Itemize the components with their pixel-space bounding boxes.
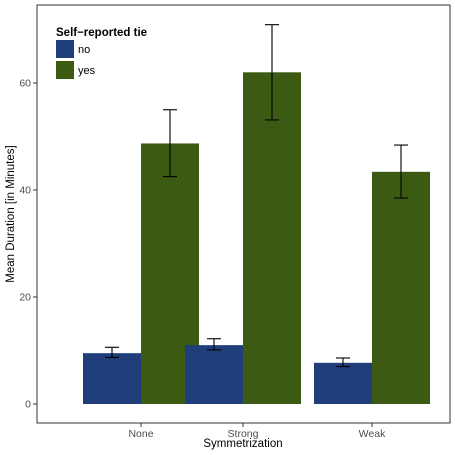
y-tick-label: 0: [25, 399, 31, 411]
error-bar-yes-weak: [394, 144, 408, 199]
error-bar-yes-none: [163, 109, 177, 178]
bar-no-none: [83, 353, 141, 404]
y-tick-label: 20: [19, 292, 31, 304]
legend-title: Self−reported tie: [56, 27, 147, 39]
legend: Self−reported tie no yes: [56, 27, 147, 79]
y-tick-label: 40: [19, 185, 31, 197]
x-axis-title: Symmetrization: [203, 438, 282, 450]
error-bar-no-none: [105, 346, 119, 359]
error-bar-no-strong: [207, 338, 221, 351]
x-tick-label: None: [128, 428, 153, 440]
bars-layer: [83, 72, 430, 405]
error-bar-no-weak: [336, 357, 350, 368]
bar-yes-strong: [243, 72, 301, 405]
error-bar-yes-strong: [265, 24, 279, 121]
bar-no-weak: [314, 362, 372, 404]
x-axis: None Strong Weak: [128, 423, 386, 440]
bar-yes-weak: [372, 171, 430, 404]
legend-label-no: no: [78, 44, 90, 56]
x-tick-label: Strong: [228, 428, 259, 440]
legend-label-yes: yes: [78, 65, 96, 77]
legend-key-no: [56, 40, 74, 58]
error-bars-layer: [105, 24, 408, 368]
bar-no-strong: [185, 345, 243, 404]
y-axis-title: Mean Duration [in Minutes]: [5, 145, 17, 282]
x-tick-label: Weak: [359, 428, 386, 440]
legend-key-yes: [56, 61, 74, 79]
y-tick-label: 60: [19, 78, 31, 90]
y-axis: 0 20 40 60: [19, 78, 37, 411]
